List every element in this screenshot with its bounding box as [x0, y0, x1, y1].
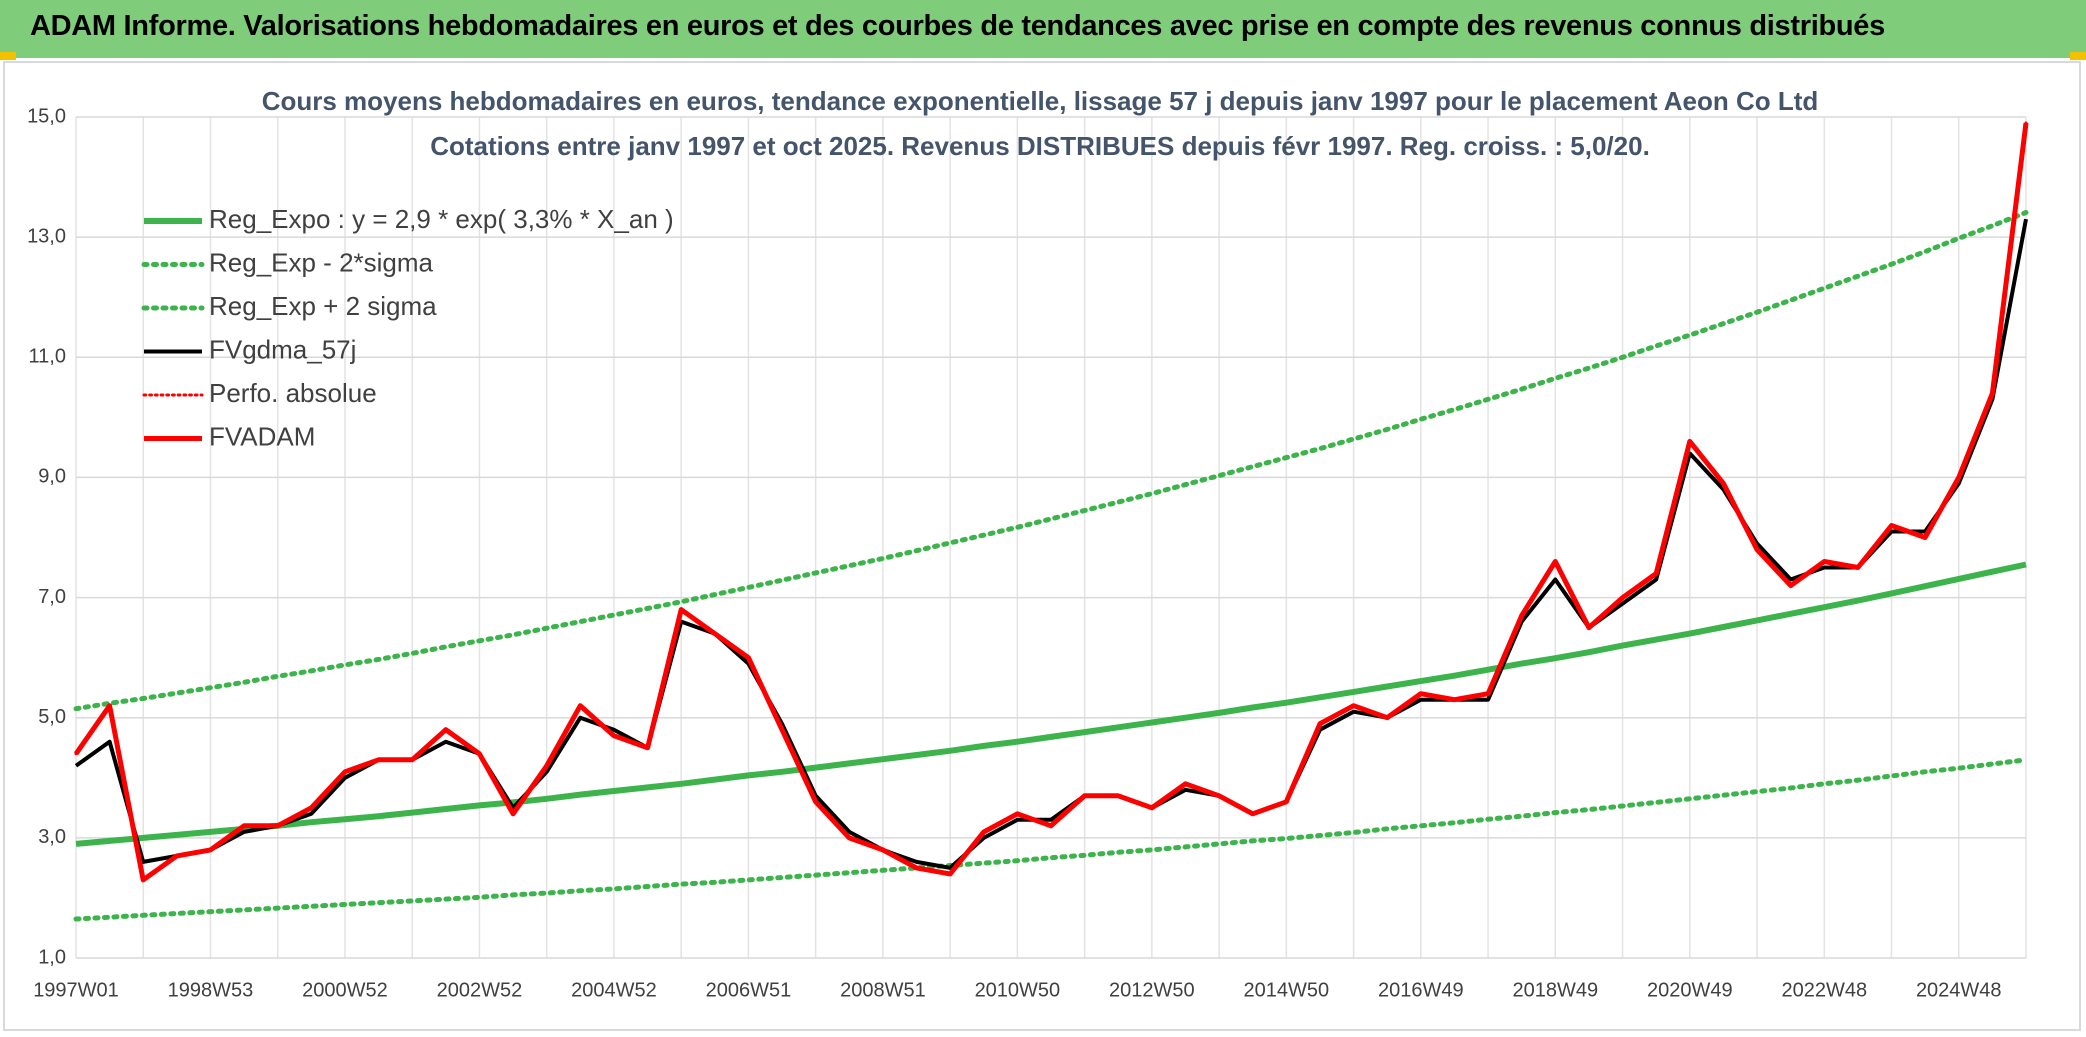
legend-label: Reg_Exp - 2*sigma	[209, 247, 434, 277]
legend-label: Perfo. absolue	[209, 378, 377, 408]
x-tick-label: 2006W51	[706, 979, 792, 1001]
x-tick-label: 2012W50	[1109, 979, 1195, 1001]
series-line	[73, 122, 2029, 883]
y-tick-label: 11,0	[29, 346, 66, 368]
y-tick-label: 9,0	[38, 466, 66, 488]
x-tick-label: 2020W49	[1647, 979, 1733, 1001]
series-line	[73, 757, 2029, 922]
x-tick-label: 2000W52	[302, 979, 388, 1001]
y-tick-label: 7,0	[38, 586, 66, 608]
x-tick-label: 2018W49	[1512, 979, 1598, 1001]
x-tick-label: 1998W53	[168, 979, 254, 1001]
y-tick-label: 13,0	[27, 225, 66, 247]
corner-mark	[0, 52, 16, 60]
x-tick-label: 2022W48	[1781, 979, 1867, 1001]
chart-frame	[3, 61, 2081, 1031]
legend-label: FVADAM	[209, 421, 315, 451]
y-tick-label: 5,0	[38, 706, 66, 728]
x-tick-label: 2010W50	[975, 979, 1061, 1001]
legend-label: Reg_Exp + 2 sigma	[209, 291, 437, 321]
legend-label: Reg_Expo : y = 2,9 * exp( 3,3% * X_an )	[209, 204, 674, 234]
x-tick-label: 2016W49	[1378, 979, 1464, 1001]
y-tick-label: 15,0	[27, 105, 66, 127]
corner-mark	[2070, 52, 2086, 60]
x-tick-label: 2004W52	[571, 979, 657, 1001]
y-tick-label: 1,0	[38, 946, 66, 968]
x-tick-label: 1997W01	[33, 979, 119, 1001]
x-tick-label: 2008W51	[840, 979, 926, 1001]
x-tick-label: 2024W48	[1916, 979, 2002, 1001]
x-tick-label: 2014W50	[1244, 979, 1330, 1001]
chart-title: Cours moyens hebdomadaires en euros, ten…	[262, 86, 1819, 116]
legend-label: FVgdma_57j	[209, 334, 356, 364]
series-line	[73, 210, 2029, 712]
header-band: ADAM Informe. Valorisations hebdomadaire…	[0, 0, 2086, 58]
chart-subtitle: Cotations entre janv 1997 et oct 2025. R…	[430, 131, 1650, 161]
x-tick-label: 2002W52	[437, 979, 523, 1001]
y-tick-label: 3,0	[38, 826, 66, 848]
header-title: ADAM Informe. Valorisations hebdomadaire…	[30, 10, 1885, 42]
series-line	[75, 561, 2027, 847]
